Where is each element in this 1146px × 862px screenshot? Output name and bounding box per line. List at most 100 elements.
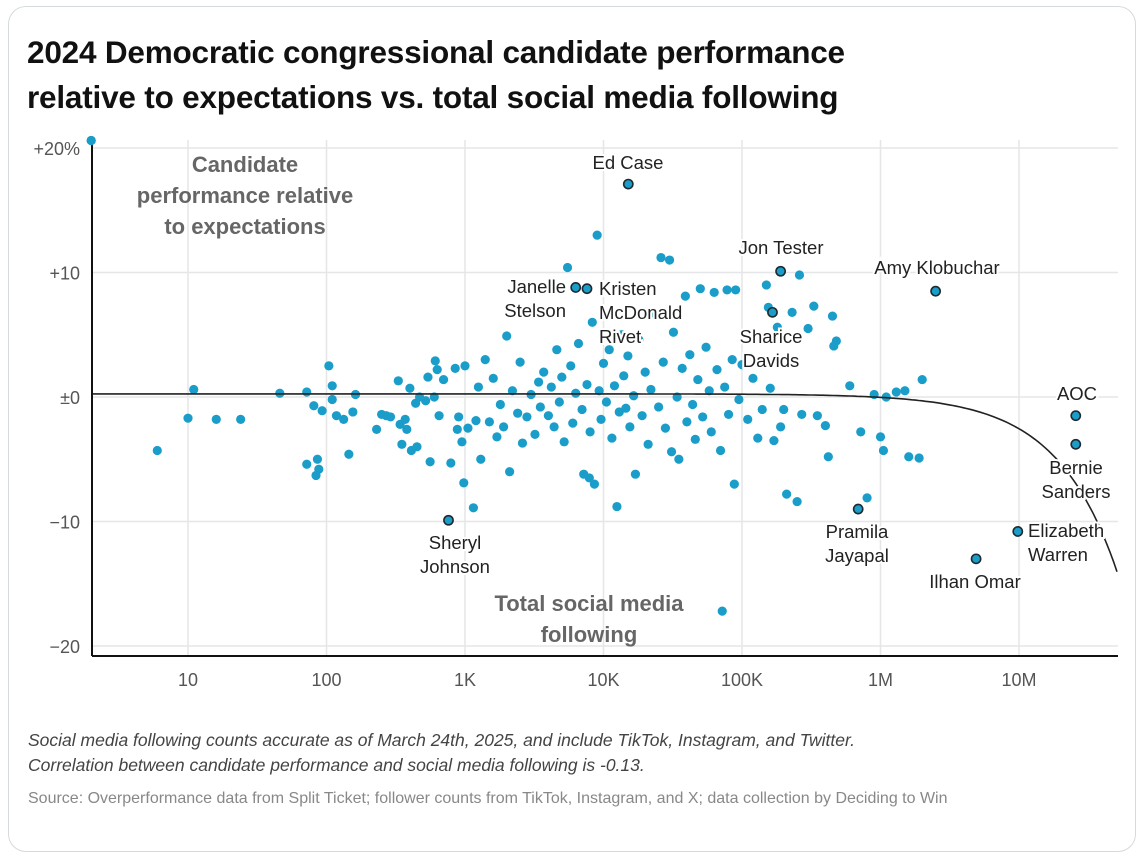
data-point <box>505 467 515 477</box>
data-point <box>722 285 732 295</box>
data-point <box>712 365 722 375</box>
data-point <box>582 379 592 390</box>
data-point <box>630 469 641 479</box>
data-point <box>643 439 653 449</box>
data-point <box>720 382 730 392</box>
data-point <box>748 373 758 383</box>
y-axis-title: performance relative <box>137 183 353 208</box>
data-point <box>592 230 602 240</box>
chart-title: 2024 Democratic congressional candidate … <box>27 30 845 120</box>
data-point <box>674 454 684 464</box>
highlighted-point <box>443 514 454 526</box>
data-point <box>473 382 484 392</box>
data-point <box>875 432 886 442</box>
data-point <box>468 503 479 513</box>
chart-title-line-2: relative to expectations vs. total socia… <box>27 79 839 115</box>
data-point <box>348 407 358 417</box>
point-label: Rivet <box>599 326 641 347</box>
x-tick-label: 100 <box>311 670 341 690</box>
data-point <box>211 414 221 425</box>
point-label: Ilhan Omar <box>929 571 1021 592</box>
data-point <box>183 413 193 423</box>
point-label: Kristen <box>599 278 657 299</box>
point-label: Janelle <box>507 276 566 297</box>
data-point <box>502 331 512 341</box>
data-point <box>515 357 525 367</box>
data-point <box>845 381 855 391</box>
data-point <box>757 404 767 415</box>
data-point <box>460 361 470 371</box>
x-tick-label: 10 <box>178 670 198 690</box>
data-point <box>484 417 494 427</box>
data-point <box>820 421 830 431</box>
data-point <box>677 363 687 373</box>
data-point <box>577 404 587 415</box>
data-point <box>701 342 711 352</box>
point-label: Stelson <box>504 300 566 321</box>
data-point <box>385 412 396 422</box>
data-point <box>459 478 469 488</box>
data-point <box>900 386 910 396</box>
data-point <box>517 438 528 448</box>
highlighted-point <box>1070 410 1082 422</box>
data-point <box>658 357 668 367</box>
data-point <box>598 358 609 368</box>
data-point <box>682 417 692 427</box>
footnote-line-2: Correlation between candidate performanc… <box>28 755 645 775</box>
data-point <box>457 437 467 447</box>
data-point <box>612 501 622 512</box>
source-note: Source: Overperformance data from Split … <box>28 790 948 807</box>
data-point <box>534 377 544 387</box>
x-tick-label: 10K <box>587 670 619 690</box>
data-point <box>492 432 502 442</box>
point-label: Amy Klobuchar <box>874 257 999 278</box>
data-point <box>621 403 631 413</box>
data-point <box>823 452 833 462</box>
data-point <box>309 401 319 411</box>
data-point <box>787 307 797 317</box>
x-tick-label: 10M <box>1001 670 1036 690</box>
data-point <box>471 416 481 426</box>
data-point <box>623 351 633 361</box>
data-point <box>625 422 635 432</box>
x-axis-title: following <box>541 622 638 647</box>
point-label: Johnson <box>420 556 490 577</box>
data-point <box>499 422 509 432</box>
data-point <box>324 361 334 371</box>
data-point <box>314 464 324 474</box>
data-point <box>607 433 617 443</box>
data-point <box>809 301 819 311</box>
data-point <box>772 322 782 332</box>
data-point <box>709 287 719 298</box>
highlighted-point <box>852 503 864 515</box>
data-point <box>862 493 872 503</box>
data-point <box>878 445 889 456</box>
point-label: McDonald <box>599 302 682 323</box>
y-axis-title: to expectations <box>164 214 325 239</box>
x-axis-title: Total social media <box>494 591 684 616</box>
data-point <box>831 336 841 346</box>
data-point <box>425 457 435 467</box>
data-point <box>585 427 595 437</box>
data-point <box>189 384 199 395</box>
data-point <box>584 473 594 483</box>
footnote: Social media following counts accurate a… <box>28 728 1118 778</box>
data-point <box>695 284 705 294</box>
data-point <box>495 399 505 410</box>
data-point <box>86 135 96 146</box>
data-point <box>604 345 614 355</box>
data-point <box>587 317 597 327</box>
data-point <box>452 424 462 434</box>
scatter-chart: +20% +10 ±0 −10 −20 10 100 1K 10K 100K 1M 10M Candid… <box>33 135 1118 690</box>
data-point <box>327 381 337 391</box>
data-point <box>616 330 627 340</box>
data-point <box>794 270 805 280</box>
data-point <box>557 372 567 382</box>
data-point <box>761 280 771 290</box>
highlighted-point <box>1012 526 1024 537</box>
y-tick-label: −10 <box>49 513 80 533</box>
data-point <box>432 365 442 375</box>
highlighted-point <box>622 178 634 190</box>
data-point <box>723 409 734 420</box>
data-point <box>412 442 422 452</box>
